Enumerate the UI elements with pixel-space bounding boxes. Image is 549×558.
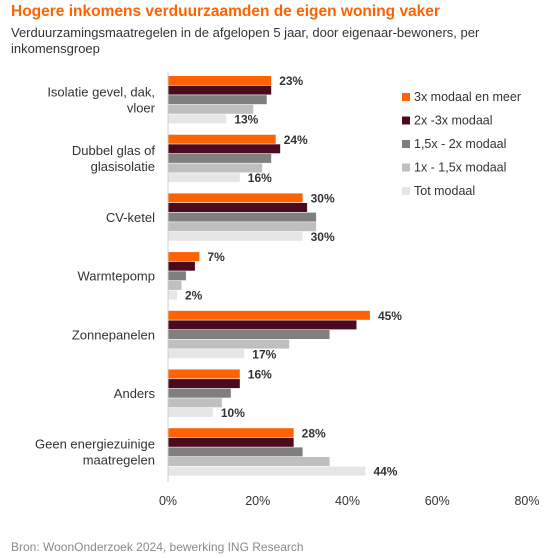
bar (168, 379, 240, 389)
bar (168, 349, 245, 359)
data-label: 28% (302, 426, 326, 440)
data-label: 45% (378, 309, 402, 323)
tick-label: 20% (245, 494, 270, 508)
x-axis-ticks: 0% 20% 40% 60% 80% (159, 494, 540, 508)
legend-swatch (402, 163, 410, 172)
bars-group (168, 76, 370, 476)
bar (168, 398, 222, 408)
bar (168, 85, 272, 95)
data-label: 13% (234, 113, 258, 127)
source-note: Bron: WoonOnderzoek 2024, bewerking ING … (11, 540, 304, 554)
bar (168, 231, 303, 241)
legend-label: 2x -3x modaal (414, 114, 493, 128)
bar (168, 457, 330, 466)
category-label: Dubbel glas of (72, 143, 155, 158)
tick-label: 80% (514, 494, 539, 508)
bar (168, 369, 240, 379)
legend-swatch (402, 187, 410, 195)
tick-label: 0% (159, 494, 177, 508)
bar (168, 330, 330, 339)
bar (168, 407, 213, 417)
legend-label: 1x - 1,5x modaal (414, 161, 506, 175)
bar (168, 134, 276, 144)
bar (168, 447, 303, 457)
category-label: CV-ketel (106, 210, 155, 225)
category-label: Warmtepomp (77, 269, 155, 284)
category-label: glasisolatie (91, 159, 155, 174)
data-label: 24% (284, 133, 308, 147)
data-label: 23% (279, 74, 303, 88)
bar (168, 252, 200, 262)
bar (168, 203, 308, 212)
legend: 3x modaal en meer 2x -3x modaal 1,5x - 2x … (402, 90, 521, 198)
bar (168, 114, 227, 124)
data-label: 2% (185, 289, 203, 303)
category-label: vloer (127, 101, 156, 116)
bar (168, 144, 281, 154)
legend-swatch (402, 140, 410, 148)
tick-label: 40% (335, 494, 360, 508)
chart-subtitle: Verduurzamingsmaatregelen in de afgelope… (11, 25, 480, 56)
category-label: Isolatie gevel, dak, (47, 85, 155, 100)
bar (168, 163, 263, 173)
data-label: 7% (207, 250, 225, 264)
category-label: Anders (114, 386, 156, 401)
tick-label: 60% (425, 494, 450, 508)
data-label: 30% (311, 230, 335, 244)
legend-label: Tot modaal (414, 184, 475, 198)
bar (168, 95, 267, 105)
bar (168, 173, 240, 183)
bar (168, 428, 294, 438)
data-label: 16% (248, 368, 272, 382)
bar (168, 193, 303, 203)
bar (168, 261, 195, 271)
category-labels: Isolatie gevel, dak,vloer Dubbel glas ofg… (35, 85, 156, 468)
data-labels: 23% 13% 24% 16% 30% 30% 7% 2% 45% 17% 16% 10% 28% 44% (185, 74, 402, 479)
bar (168, 222, 317, 232)
legend-swatch (402, 116, 410, 125)
bar (168, 310, 370, 320)
bar (168, 320, 357, 330)
data-label: 44% (373, 465, 397, 479)
bar (168, 153, 272, 163)
category-label: Zonnepanelen (72, 327, 155, 342)
category-label: maatregelen (83, 453, 155, 468)
data-label: 10% (221, 406, 245, 420)
bar (168, 212, 317, 222)
bar (168, 388, 231, 398)
bar (168, 339, 290, 349)
bar (168, 104, 254, 114)
bar (168, 466, 366, 476)
legend-swatch (402, 93, 410, 101)
bar (168, 290, 177, 300)
category-label: Geen energiezuinige (35, 437, 155, 452)
bar (168, 76, 272, 85)
bar (168, 271, 186, 281)
bar (168, 437, 294, 447)
data-label: 16% (248, 171, 272, 185)
chart-title: Hogere inkomens verduurzaamden de eigen … (11, 3, 440, 20)
data-label: 17% (252, 347, 276, 361)
legend-label: 3x modaal en meer (414, 90, 521, 104)
data-label: 30% (311, 192, 335, 206)
bar (168, 280, 182, 290)
legend-label: 1,5x - 2x modaal (414, 137, 506, 151)
